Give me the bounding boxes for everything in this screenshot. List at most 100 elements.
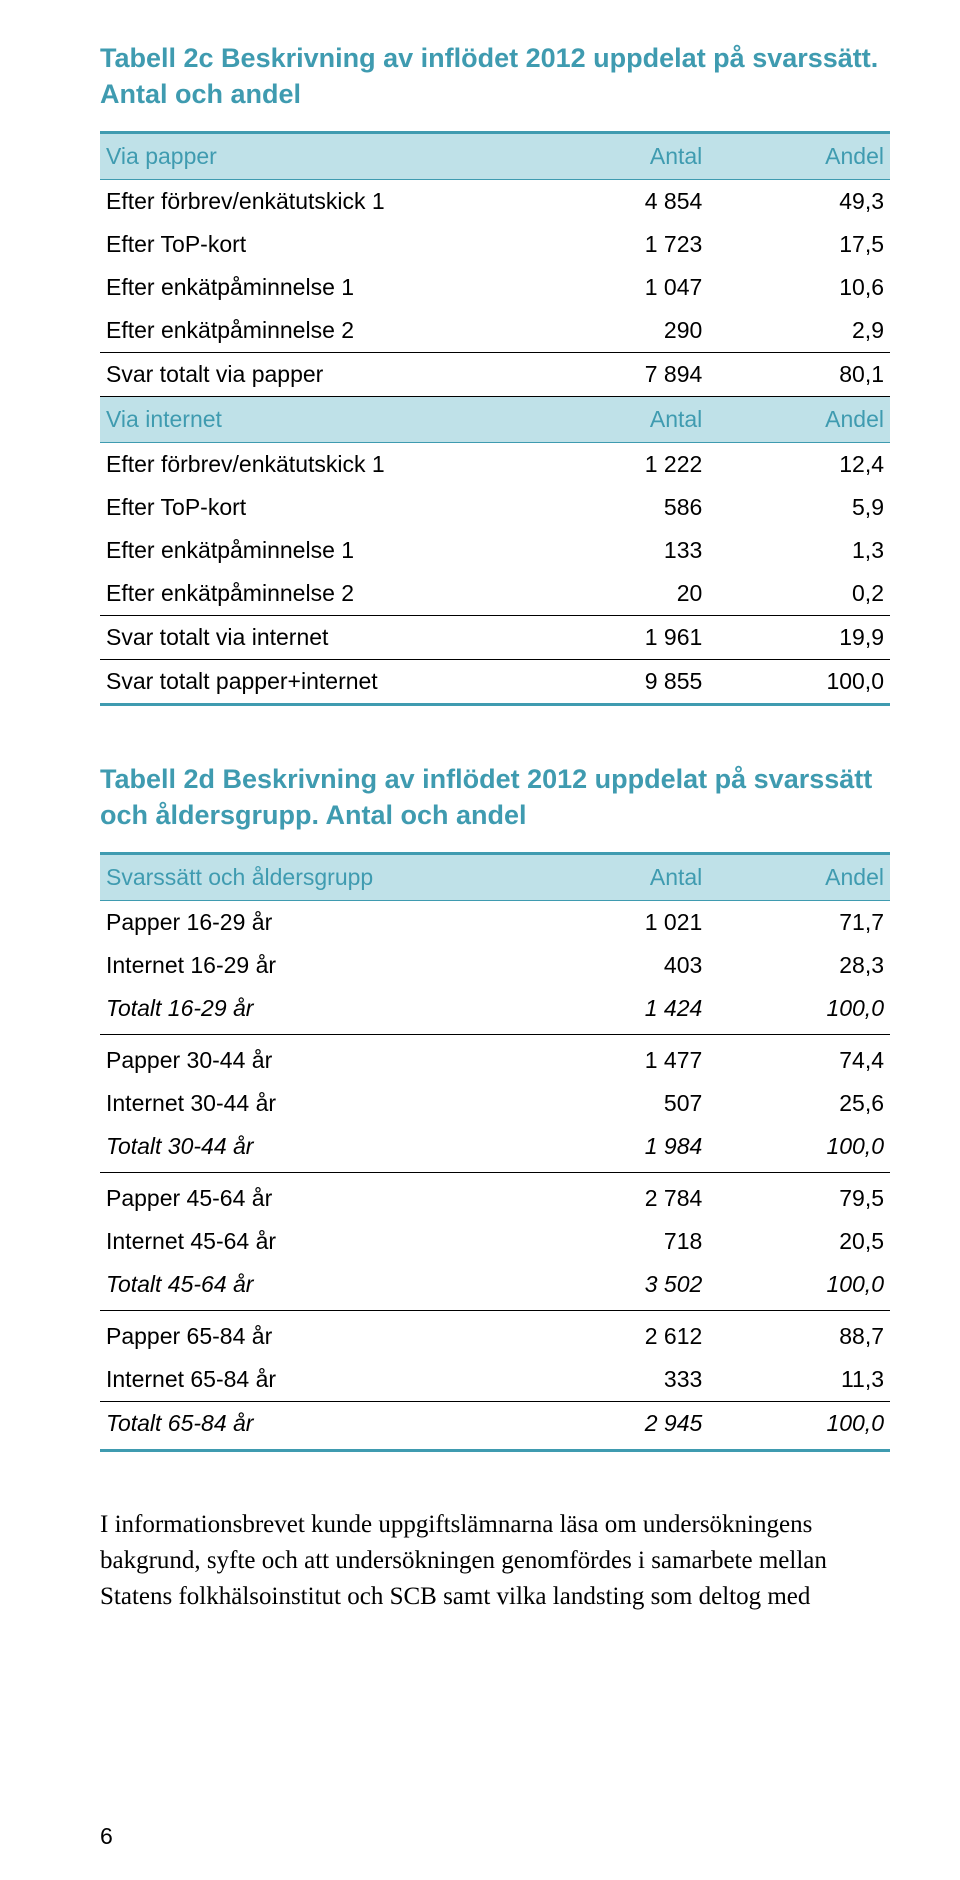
row-v1: 718 bbox=[527, 1220, 709, 1263]
table-row: Efter förbrev/enkätutskick 14 85449,3 bbox=[100, 179, 890, 223]
header-col1: Svarssätt och åldersgrupp bbox=[100, 853, 527, 900]
row-v1: 3 502 bbox=[527, 1263, 709, 1311]
table-row: Papper 30-44 år1 47774,4 bbox=[100, 1034, 890, 1082]
table-2c-header-internet: Via internet Antal Andel bbox=[100, 396, 890, 442]
table-row: Totalt 30-44 år1 984100,0 bbox=[100, 1125, 890, 1173]
header-col1: Via internet bbox=[100, 396, 527, 442]
row-v1: 1 047 bbox=[527, 266, 709, 309]
table-row: Efter ToP-kort1 72317,5 bbox=[100, 223, 890, 266]
row-v1: 2 945 bbox=[527, 1401, 709, 1450]
subtotal-v2: 80,1 bbox=[708, 352, 890, 396]
row-v2: 100,0 bbox=[708, 1263, 890, 1311]
row-v2: 49,3 bbox=[708, 179, 890, 223]
header-col3: Andel bbox=[708, 853, 890, 900]
table-row: Internet 16-29 år40328,3 bbox=[100, 944, 890, 987]
row-v1: 2 612 bbox=[527, 1310, 709, 1358]
row-v1: 403 bbox=[527, 944, 709, 987]
row-v2: 5,9 bbox=[708, 486, 890, 529]
row-label: Efter enkätpåminnelse 1 bbox=[100, 266, 527, 309]
row-v2: 28,3 bbox=[708, 944, 890, 987]
subtotal-label: Svar totalt via internet bbox=[100, 615, 527, 659]
row-v1: 1 984 bbox=[527, 1125, 709, 1173]
row-v2: 20,5 bbox=[708, 1220, 890, 1263]
row-v1: 586 bbox=[527, 486, 709, 529]
table-row: Efter enkätpåminnelse 11331,3 bbox=[100, 529, 890, 572]
header-col2: Antal bbox=[527, 853, 709, 900]
row-label: Papper 30-44 år bbox=[100, 1034, 527, 1082]
table-2c-subtotal-papper: Svar totalt via papper 7 894 80,1 bbox=[100, 352, 890, 396]
row-v2: 11,3 bbox=[708, 1358, 890, 1402]
row-v1: 290 bbox=[527, 309, 709, 353]
row-label: Papper 16-29 år bbox=[100, 900, 527, 944]
table-row: Internet 30-44 år50725,6 bbox=[100, 1082, 890, 1125]
row-v2: 88,7 bbox=[708, 1310, 890, 1358]
row-v2: 1,3 bbox=[708, 529, 890, 572]
table-row: Totalt 65-84 år2 945100,0 bbox=[100, 1401, 890, 1450]
row-v1: 1 424 bbox=[527, 987, 709, 1035]
row-v2: 79,5 bbox=[708, 1172, 890, 1220]
table-row: Papper 16-29 år1 02171,7 bbox=[100, 900, 890, 944]
subtotal-v1: 1 961 bbox=[527, 615, 709, 659]
row-v2: 100,0 bbox=[708, 1401, 890, 1450]
row-label: Efter förbrev/enkätutskick 1 bbox=[100, 179, 527, 223]
row-label: Papper 65-84 år bbox=[100, 1310, 527, 1358]
table-row: Efter förbrev/enkätutskick 11 22212,4 bbox=[100, 442, 890, 486]
row-v1: 133 bbox=[527, 529, 709, 572]
row-label: Efter enkätpåminnelse 1 bbox=[100, 529, 527, 572]
table-row: Efter ToP-kort5865,9 bbox=[100, 486, 890, 529]
table-2c-final: Svar totalt papper+internet 9 855 100,0 bbox=[100, 659, 890, 704]
header-col2: Antal bbox=[527, 396, 709, 442]
row-label: Internet 45-64 år bbox=[100, 1220, 527, 1263]
row-v2: 25,6 bbox=[708, 1082, 890, 1125]
row-v2: 10,6 bbox=[708, 266, 890, 309]
row-label: Internet 16-29 år bbox=[100, 944, 527, 987]
header-col3: Andel bbox=[708, 132, 890, 179]
row-label: Internet 30-44 år bbox=[100, 1082, 527, 1125]
row-v1: 1 477 bbox=[527, 1034, 709, 1082]
row-v2: 71,7 bbox=[708, 900, 890, 944]
row-label: Totalt 30-44 år bbox=[100, 1125, 527, 1173]
row-v1: 1 222 bbox=[527, 442, 709, 486]
row-label: Efter ToP-kort bbox=[100, 223, 527, 266]
info-paragraph: I informationsbrevet kunde uppgiftslämna… bbox=[100, 1507, 890, 1616]
row-v2: 0,2 bbox=[708, 572, 890, 616]
row-v2: 100,0 bbox=[708, 987, 890, 1035]
row-v2: 17,5 bbox=[708, 223, 890, 266]
row-v2: 2,9 bbox=[708, 309, 890, 353]
subtotal-v2: 19,9 bbox=[708, 615, 890, 659]
table-row: Totalt 45-64 år3 502100,0 bbox=[100, 1263, 890, 1311]
table-2d-header: Svarssätt och åldersgrupp Antal Andel bbox=[100, 853, 890, 900]
table-row: Efter enkätpåminnelse 2200,2 bbox=[100, 572, 890, 616]
row-label: Totalt 65-84 år bbox=[100, 1401, 527, 1450]
table-row: Efter enkätpåminnelse 11 04710,6 bbox=[100, 266, 890, 309]
table-row: Totalt 16-29 år1 424100,0 bbox=[100, 987, 890, 1035]
row-v1: 1 723 bbox=[527, 223, 709, 266]
row-label: Efter förbrev/enkätutskick 1 bbox=[100, 442, 527, 486]
header-col1: Via papper bbox=[100, 132, 527, 179]
table-row: Papper 65-84 år2 61288,7 bbox=[100, 1310, 890, 1358]
table-2c-header-papper: Via papper Antal Andel bbox=[100, 132, 890, 179]
row-v1: 4 854 bbox=[527, 179, 709, 223]
row-label: Internet 65-84 år bbox=[100, 1358, 527, 1402]
page-number: 6 bbox=[100, 1823, 113, 1850]
header-col3: Andel bbox=[708, 396, 890, 442]
subtotal-label: Svar totalt via papper bbox=[100, 352, 527, 396]
row-v1: 2 784 bbox=[527, 1172, 709, 1220]
table-row: Papper 45-64 år2 78479,5 bbox=[100, 1172, 890, 1220]
table-2d: Svarssätt och åldersgrupp Antal Andel Pa… bbox=[100, 852, 890, 1452]
row-v2: 100,0 bbox=[708, 1125, 890, 1173]
table-row: Internet 65-84 år33311,3 bbox=[100, 1358, 890, 1402]
subtotal-v1: 7 894 bbox=[527, 352, 709, 396]
row-v2: 74,4 bbox=[708, 1034, 890, 1082]
row-label: Efter enkätpåminnelse 2 bbox=[100, 309, 527, 353]
final-v2: 100,0 bbox=[708, 659, 890, 704]
table-2c-title: Tabell 2c Beskrivning av inflödet 2012 u… bbox=[100, 40, 890, 113]
row-label: Efter enkätpåminnelse 2 bbox=[100, 572, 527, 616]
table-2c: Via papper Antal Andel Efter förbrev/enk… bbox=[100, 131, 890, 706]
row-v1: 1 021 bbox=[527, 900, 709, 944]
final-label: Svar totalt papper+internet bbox=[100, 659, 527, 704]
final-v1: 9 855 bbox=[527, 659, 709, 704]
row-label: Efter ToP-kort bbox=[100, 486, 527, 529]
row-v1: 507 bbox=[527, 1082, 709, 1125]
row-v2: 12,4 bbox=[708, 442, 890, 486]
